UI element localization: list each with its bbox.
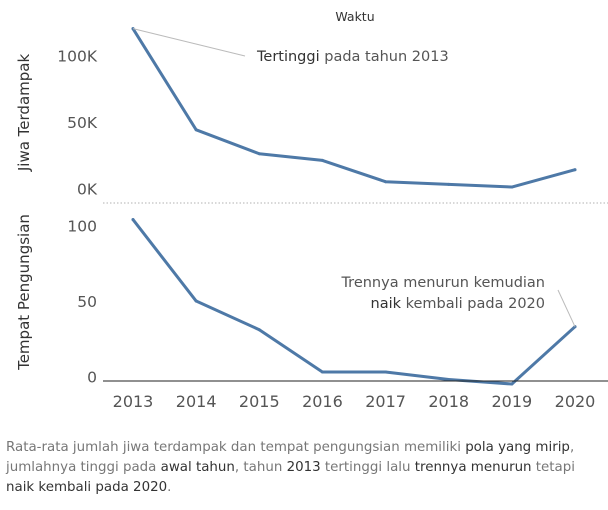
- x-tick-label: 2020: [555, 392, 596, 411]
- caption-highlight: 2013: [286, 460, 321, 475]
- data-point: [257, 152, 261, 156]
- y-tick-label: 50K: [67, 114, 98, 132]
- annotation-leader-line: [557, 289, 576, 327]
- y-tick-label: 100: [67, 218, 97, 236]
- x-tick-label: 2016: [302, 392, 343, 411]
- annotation-text: naik kembali pada 2020: [371, 296, 546, 312]
- y-tick-label: 50: [77, 293, 97, 311]
- caption-highlight: trennya menurun: [414, 460, 532, 475]
- data-point: [320, 158, 324, 162]
- x-tick-label: 2015: [239, 392, 280, 411]
- y-tick-label: 0K: [77, 180, 98, 198]
- caption-highlight: naik kembali pada 2020: [6, 480, 168, 495]
- caption-text: tertinggi lalu: [320, 460, 415, 475]
- x-tick-label: 2018: [428, 392, 469, 411]
- y-axis-label: Jiwa Terdampak: [15, 54, 33, 173]
- annotation-leader-line: [132, 28, 246, 57]
- chart-area: Waktu 2013 2014 2015 2016 2017 2018 2019 2020 10…: [15, 9, 608, 411]
- data-point: [447, 377, 451, 381]
- caption-highlight: awal tahun: [160, 460, 235, 475]
- y-tick-label: 0: [87, 368, 97, 386]
- series-line: [131, 27, 577, 189]
- caption-text: .: [167, 480, 172, 495]
- chart-caption: Rata-rata jumlah jiwa terdampak dan temp…: [6, 438, 602, 498]
- data-point: [447, 182, 451, 186]
- caption-text: , jumlahnya tinggi pada: [6, 440, 575, 475]
- data-point: [131, 218, 135, 222]
- data-point: [573, 168, 577, 172]
- x-tick-label: 2017: [365, 392, 406, 411]
- data-point: [510, 185, 514, 189]
- annotation-text: Trennya menurun kemudian: [340, 275, 545, 291]
- line-chart: Waktu 2013 2014 2015 2016 2017 2018 2019 2020 10…: [15, 9, 608, 411]
- data-point: [384, 370, 388, 374]
- x-tick-label: 2014: [176, 392, 217, 411]
- data-point: [510, 382, 514, 386]
- y-axis-label: Tempat Pengungsian: [15, 214, 33, 371]
- y-tick-label: 100K: [57, 47, 98, 65]
- annotation-text: Tertinggi pada tahun 2013: [256, 49, 449, 65]
- caption-highlight: pola yang mirip: [465, 440, 570, 455]
- x-tick-label: 2013: [113, 392, 154, 411]
- data-point: [257, 328, 261, 332]
- chart-title: Waktu: [335, 9, 374, 24]
- series-line: [131, 218, 577, 386]
- x-tick-label: 2019: [491, 392, 532, 411]
- caption-text: Rata-rata jumlah jiwa terdampak dan temp…: [6, 440, 466, 455]
- caption-text: tetapi: [531, 460, 575, 475]
- data-point: [194, 299, 198, 303]
- data-point: [194, 128, 198, 132]
- caption-text: , tahun: [234, 460, 287, 475]
- data-point: [320, 370, 324, 374]
- data-point: [384, 180, 388, 184]
